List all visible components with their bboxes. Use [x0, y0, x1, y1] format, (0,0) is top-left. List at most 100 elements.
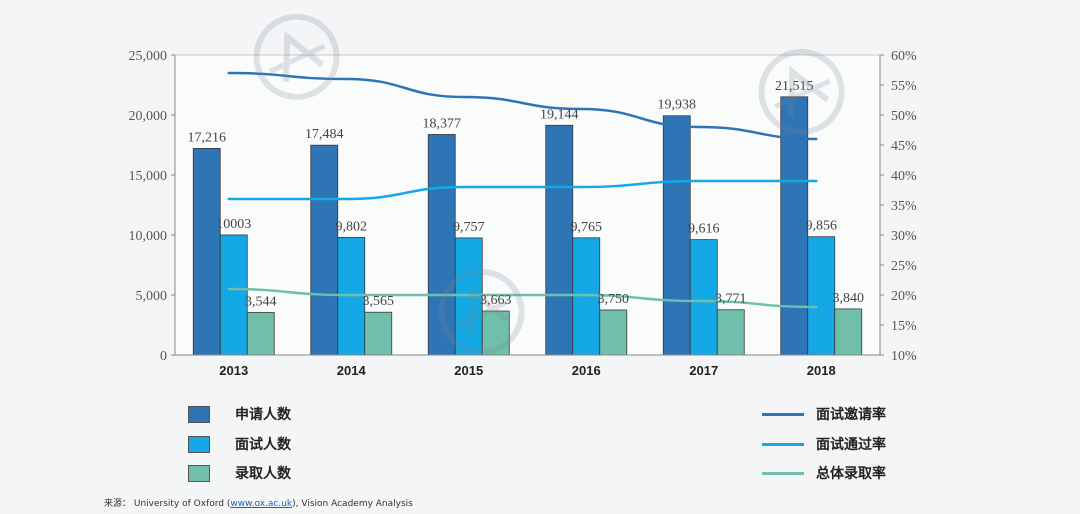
- legend-line-admit-rate: [762, 471, 804, 475]
- legend-label: 总体录取率: [816, 466, 886, 482]
- legend-swatch-admitted: [188, 464, 210, 482]
- legend-label: 录取人数: [235, 466, 291, 482]
- bar-value-label: 19,938: [658, 98, 697, 113]
- bar: [364, 311, 393, 356]
- bar-value-label: 19,144: [540, 107, 579, 122]
- right-tick-label: 30%: [891, 229, 917, 244]
- legend-label: 面试邀请率: [816, 407, 886, 423]
- bar: [780, 96, 809, 356]
- x-tick-label: 2014: [337, 363, 367, 378]
- legend-item-admit-rate: 总体录取率: [762, 463, 886, 483]
- legend-swatch-interviewed: [188, 435, 210, 453]
- bar-value-label: 9,802: [336, 219, 368, 234]
- bar: [689, 239, 718, 356]
- left-tick-label: 5,000: [136, 289, 168, 304]
- bar-value-label: 17,216: [188, 130, 227, 145]
- bar: [834, 308, 863, 356]
- source-prefix: 来源： University of Oxford (: [104, 499, 231, 509]
- watermark-letter: [788, 65, 830, 117]
- bar-value-label: 9,765: [571, 220, 603, 235]
- bars: [192, 96, 863, 356]
- right-tick-label: 55%: [891, 79, 917, 94]
- left-tick-label: 20,000: [129, 109, 168, 124]
- plot-area: [174, 54, 881, 356]
- legend-item-interviewed: 面试人数: [188, 434, 291, 454]
- watermark: [758, 48, 845, 135]
- watermark: [438, 268, 525, 355]
- bar: [716, 309, 745, 356]
- bar: [599, 309, 628, 356]
- bar: [219, 234, 248, 356]
- watermark-bar: [269, 43, 326, 74]
- bar-value-label: 10003: [216, 217, 251, 232]
- bar: [662, 115, 691, 356]
- right-tick-label: 40%: [891, 169, 917, 184]
- x-axis: 2013 2014 2015 2016 2017 2018: [175, 354, 880, 378]
- rate-line: [227, 179, 818, 201]
- rate-line: [227, 287, 818, 309]
- bar-value-label: 3,750: [598, 292, 630, 307]
- watermark-letter: [283, 30, 325, 82]
- left-tick-label: 15,000: [129, 169, 168, 184]
- watermark-bar: [454, 298, 511, 329]
- source-note: 来源： University of Oxford (www.ox.ac.uk),…: [104, 496, 413, 509]
- source-suffix: ), Vision Academy Analysis: [292, 499, 413, 509]
- rate-line: [227, 71, 818, 141]
- left-tick-label: 0: [160, 349, 167, 364]
- source-link[interactable]: www.ox.ac.uk: [230, 499, 293, 509]
- legend-item-admitted: 录取人数: [188, 463, 291, 483]
- bar-value-label: 3,663: [480, 293, 512, 308]
- bar: [427, 134, 456, 356]
- watermark-logo: [253, 13, 845, 355]
- watermark-ring: [758, 48, 845, 135]
- right-tick-label: 60%: [891, 49, 917, 64]
- left-tick-label: 10,000: [129, 229, 168, 244]
- bar-value-label: 9,757: [453, 220, 485, 235]
- legend-label: 面试通过率: [816, 437, 886, 453]
- bar-value-label: 3,840: [833, 291, 865, 306]
- bar: [545, 124, 574, 356]
- bar-value-label: 18,377: [423, 116, 462, 131]
- data-labels: 17,216 17,484 18,377 19,144 19,938 21,515 1000…: [188, 79, 865, 310]
- right-tick-label: 50%: [891, 109, 917, 124]
- right-tick-label: 45%: [891, 139, 917, 154]
- bar-value-label: 21,515: [775, 79, 814, 94]
- left-tick-label: 25,000: [129, 49, 168, 64]
- bar: [192, 148, 221, 356]
- legend-label: 面试人数: [235, 437, 291, 453]
- bar-value-label: 3,544: [245, 294, 277, 309]
- bar: [807, 236, 836, 356]
- plot-background: [174, 54, 881, 356]
- right-tick-label: 10%: [891, 349, 917, 364]
- x-tick-label: 2016: [572, 363, 601, 378]
- watermark-bar: [774, 78, 831, 109]
- bar: [310, 144, 339, 356]
- legend-item-interview-rate: 面试邀请率: [762, 404, 886, 424]
- legend-item-applicants: 申请人数: [188, 404, 291, 424]
- right-tick-label: 20%: [891, 289, 917, 304]
- legend-swatch-applicants: [188, 405, 210, 423]
- x-tick-label: 2015: [454, 363, 483, 378]
- bar-value-label: 3,771: [715, 292, 747, 307]
- x-tick-label: 2013: [219, 363, 248, 378]
- right-tick-label: 25%: [891, 259, 917, 274]
- bar-value-label: 9,616: [688, 222, 720, 237]
- left-axis: 0 5,000 10,000 15,000 20,000 25,000: [129, 49, 176, 364]
- watermark-letter: [468, 285, 510, 337]
- legend-label: 申请人数: [235, 407, 291, 423]
- x-tick-label: 2017: [689, 363, 718, 378]
- legend-item-pass-rate: 面试通过率: [762, 434, 886, 454]
- right-tick-label: 35%: [891, 199, 917, 214]
- legend-line-pass-rate: [762, 442, 804, 446]
- watermark-ring: [253, 13, 340, 100]
- x-tick-label: 2018: [807, 363, 836, 378]
- right-tick-label: 15%: [891, 319, 917, 334]
- watermark: [253, 13, 340, 100]
- rate-lines: [227, 71, 818, 309]
- legend-line-interview-rate: [762, 412, 804, 416]
- watermark-ring: [438, 268, 525, 355]
- bar-value-label: 9,856: [806, 219, 838, 234]
- right-axis: 10% 15% 20% 25% 30% 35% 40% 45% 50% 55% 60%: [879, 49, 917, 364]
- bar-value-label: 17,484: [305, 127, 344, 142]
